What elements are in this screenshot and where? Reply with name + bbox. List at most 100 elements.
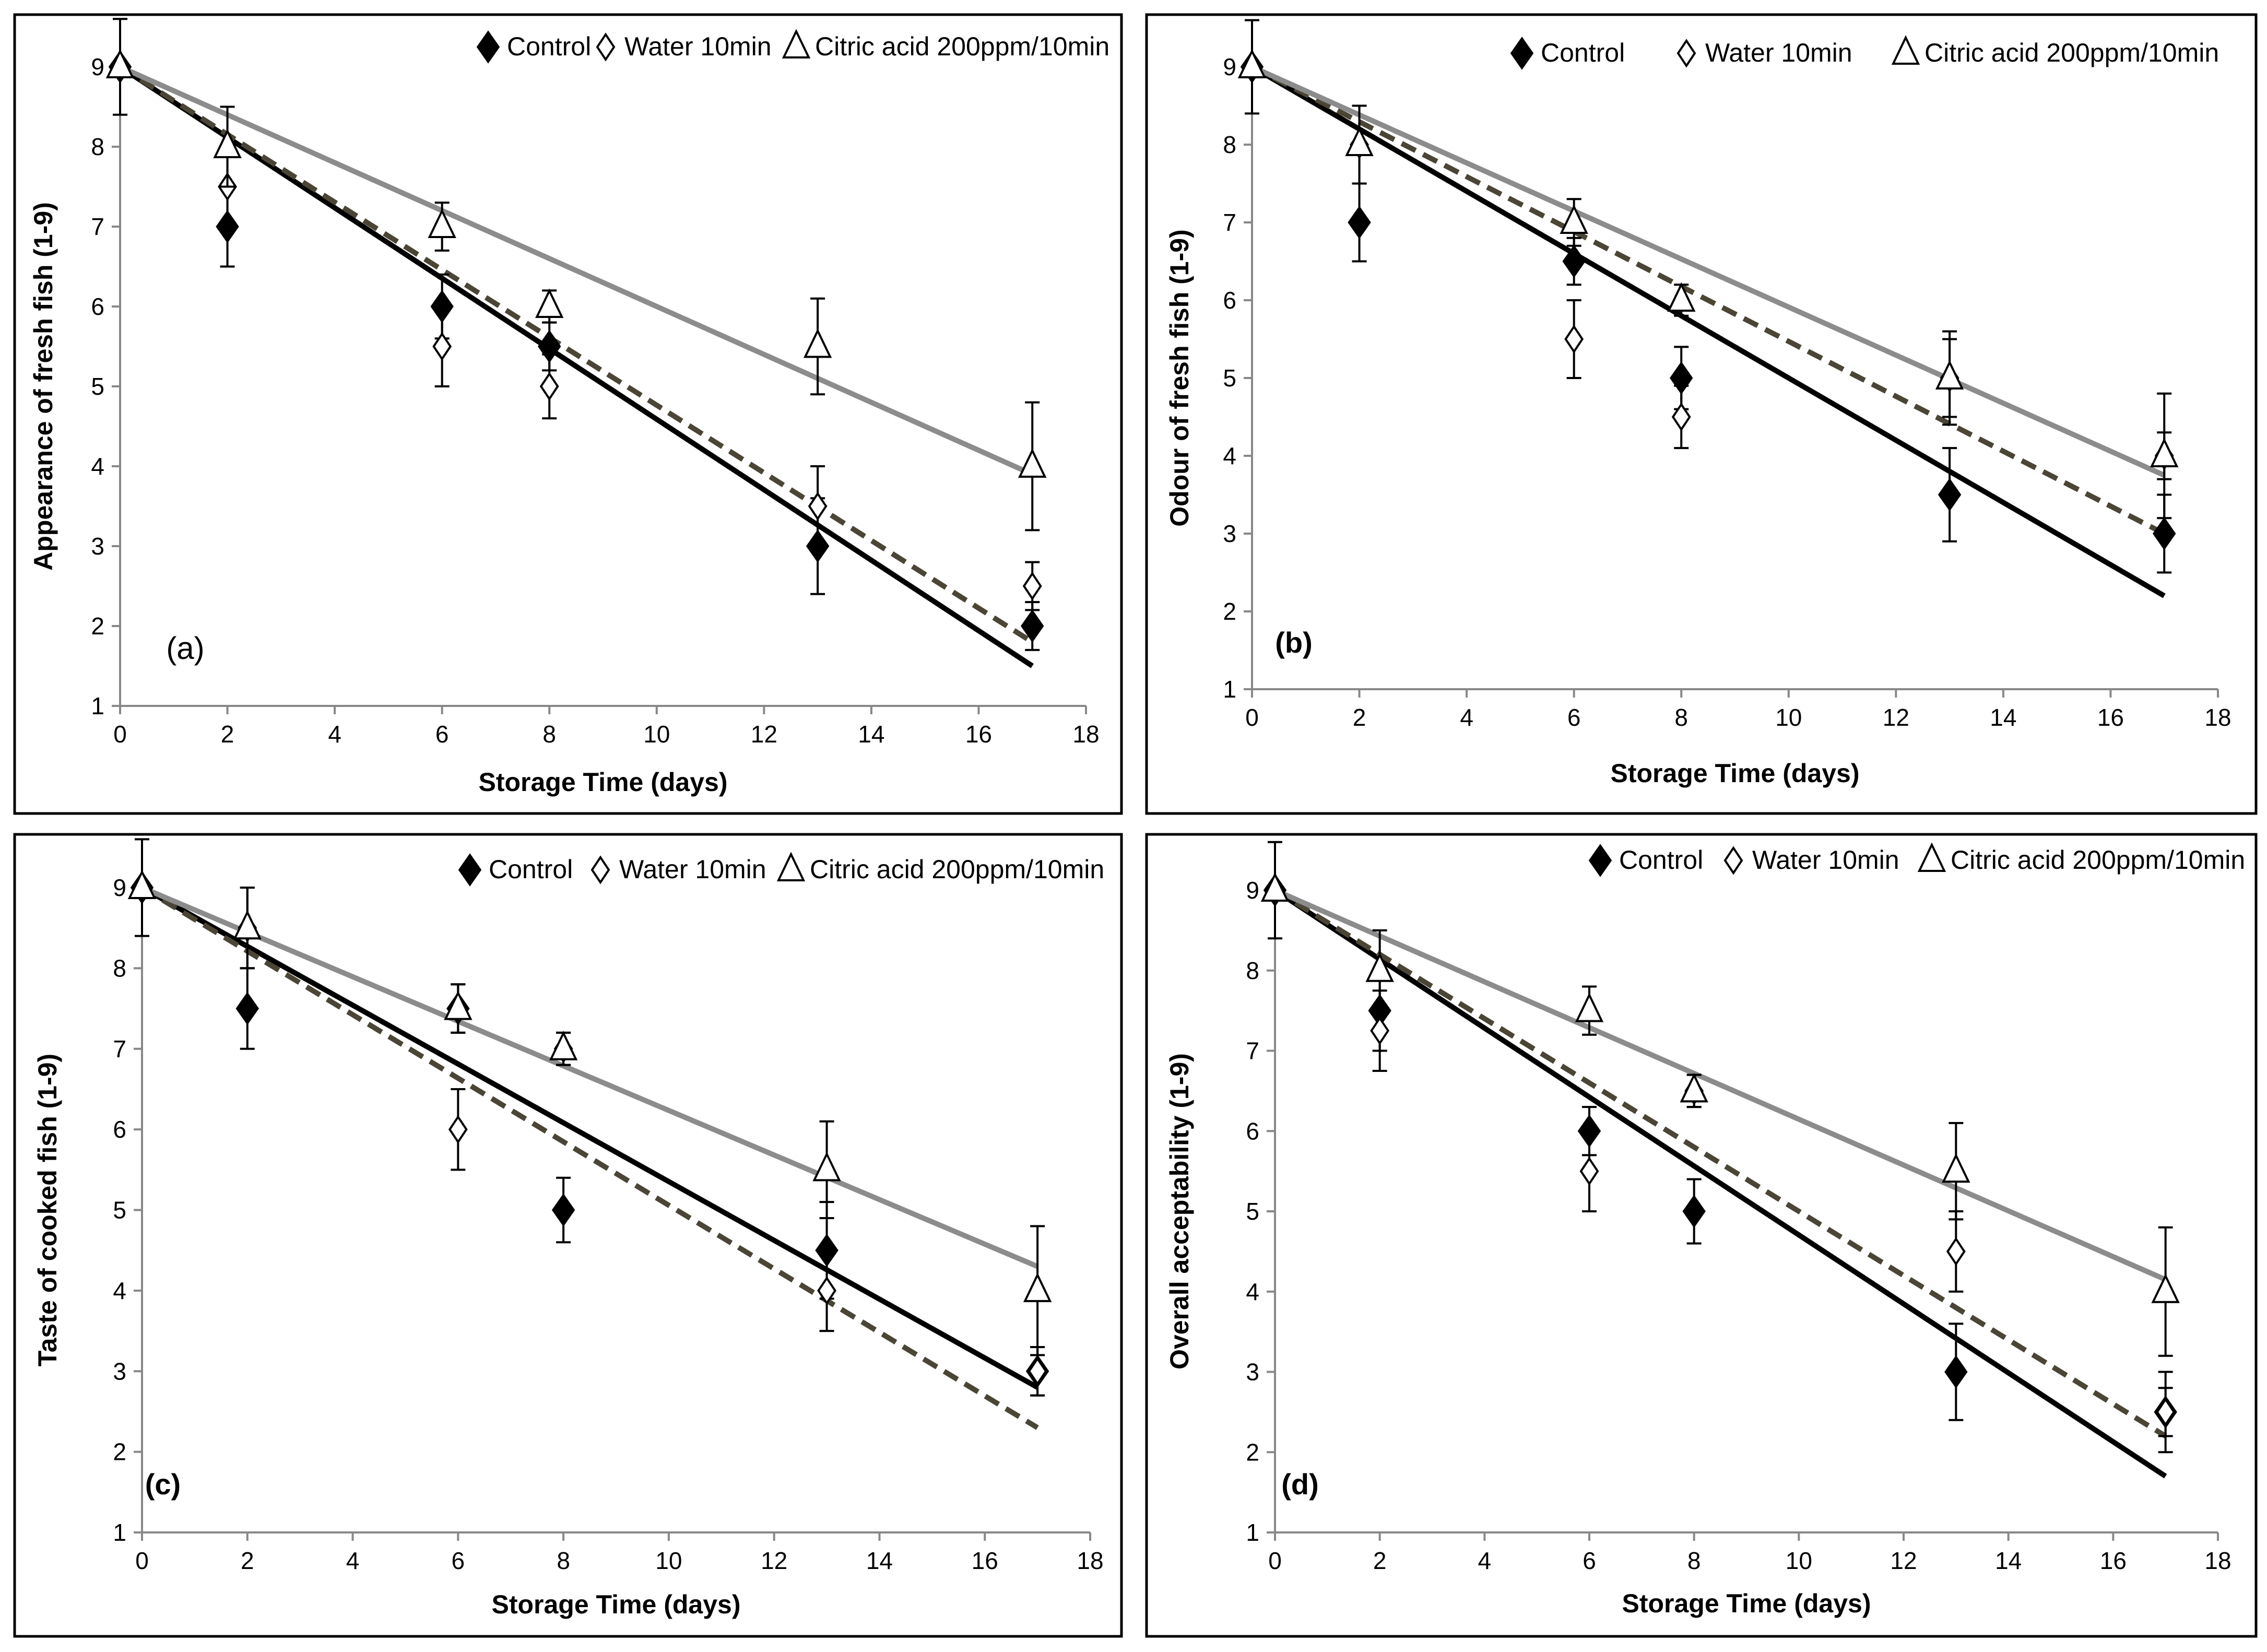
x-tick-label: 6	[1583, 1547, 1596, 1574]
legend-label-citric: Citric acid 200ppm/10min	[1924, 38, 2219, 67]
data-point-water	[1370, 1016, 1390, 1045]
y-tick-label: 5	[1246, 1198, 1259, 1225]
data-point-control	[1938, 478, 1962, 512]
y-tick-label: 9	[113, 874, 126, 901]
y-tick-label: 3	[113, 1358, 126, 1385]
x-tick-label: 10	[1775, 704, 1802, 731]
series-citric	[127, 869, 1052, 1356]
data-point-water	[1022, 571, 1042, 601]
x-tick-label: 18	[2204, 704, 2231, 731]
x-tick-label: 18	[1072, 721, 1099, 748]
data-point-water	[1028, 1356, 1047, 1386]
y-tick-label: 1	[113, 1519, 126, 1546]
y-axis-title: Odour of fresh fish (1-9)	[1165, 229, 1194, 526]
y-tick-label: 8	[1223, 131, 1236, 158]
legend-label-control: Control	[1541, 38, 1625, 67]
panel-label: (a)	[166, 631, 204, 666]
x-tick-label: 14	[866, 1547, 893, 1574]
panel-label: (d)	[1281, 1468, 1319, 1501]
legend-label-citric: Citric acid 200ppm/10min	[815, 32, 1109, 61]
series-water	[110, 18, 1042, 611]
panel-border	[13, 13, 1123, 815]
data-point-control	[551, 1193, 575, 1227]
legend-marker-control	[458, 853, 482, 887]
data-point-water	[432, 332, 452, 361]
data-point-citric	[1345, 126, 1374, 156]
data-point-citric	[1023, 1272, 1052, 1302]
data-point-citric	[1575, 993, 1604, 1022]
data-point-citric	[1680, 1072, 1708, 1103]
legend-label-water: Water 10min	[1705, 38, 1852, 67]
data-point-control	[1348, 206, 1371, 239]
trend-line-control	[119, 64, 1034, 668]
x-tick-label: 18	[1077, 1547, 1103, 1574]
y-tick-label: 9	[1223, 53, 1236, 80]
legend-marker-control	[476, 30, 500, 64]
panel-border	[13, 833, 1123, 1638]
data-point-citric	[233, 910, 262, 940]
x-tick-label: 6	[435, 721, 449, 748]
x-tick-label: 10	[643, 721, 670, 748]
x-tick-label: 0	[113, 721, 127, 748]
x-tick-label: 10	[1786, 1547, 1812, 1574]
series-citric	[1260, 872, 2180, 1357]
x-tick-label: 0	[135, 1547, 149, 1574]
x-tick-label: 16	[2100, 1547, 2127, 1574]
series-control	[1263, 874, 2177, 1454]
y-tick-label: 2	[91, 612, 104, 640]
x-axis-title: Storage Time (days)	[1622, 1589, 1871, 1618]
trend-line-control	[1250, 64, 2166, 598]
x-tick-label: 4	[328, 721, 341, 748]
y-tick-label: 7	[113, 1035, 126, 1063]
data-point-citric	[105, 49, 135, 78]
y-tick-label: 4	[1246, 1278, 1259, 1305]
trend-line-water	[119, 64, 1034, 644]
legend-label-control: Control	[1619, 845, 1703, 875]
data-point-water	[817, 1276, 836, 1305]
x-tick-label: 2	[1373, 1547, 1387, 1574]
x-tick-label: 6	[452, 1547, 465, 1574]
x-tick-label: 16	[965, 721, 992, 748]
data-point-citric	[812, 1151, 841, 1182]
y-tick-label: 7	[91, 213, 104, 240]
y-tick-label: 3	[1246, 1359, 1259, 1386]
y-axis-title: Appearance of fresh fish (1-9)	[29, 202, 58, 571]
x-tick-label: 12	[1883, 704, 1909, 731]
data-point-citric	[1365, 952, 1394, 982]
y-tick-label: 9	[91, 53, 104, 80]
trend-line-citric	[141, 885, 1039, 1269]
x-tick-label: 14	[1995, 1547, 2022, 1574]
data-point-water	[448, 1115, 468, 1144]
y-tick-label: 5	[1223, 364, 1236, 392]
x-tick-label: 2	[1353, 704, 1366, 731]
data-point-citric	[1237, 49, 1267, 78]
data-point-control	[235, 992, 259, 1025]
legend-label-control: Control	[489, 855, 573, 884]
legend: Control Water 10min Citric acid 200ppm/10m…	[1510, 35, 2219, 70]
data-point-citric	[2150, 438, 2179, 467]
data-point-citric	[535, 288, 564, 318]
y-tick-label: 1	[1223, 676, 1236, 703]
legend-label-water: Water 10min	[624, 32, 772, 61]
legend: Control Water 10min Citric acid 200ppm/10m…	[458, 852, 1104, 887]
data-point-control	[1944, 1355, 1968, 1389]
y-tick-label: 8	[1246, 957, 1259, 984]
legend: Control Water 10min Citric acid 200ppm/10m…	[1588, 842, 2245, 877]
data-point-water	[1671, 402, 1691, 432]
data-point-citric	[549, 1031, 578, 1060]
data-point-citric	[1935, 360, 1964, 390]
x-tick-label: 4	[1460, 704, 1473, 731]
x-tick-label: 12	[751, 721, 777, 748]
series-citric	[1237, 49, 2179, 520]
x-tick-label: 18	[2204, 1547, 2231, 1574]
data-point-citric	[2151, 1273, 2180, 1303]
y-tick-label: 2	[1246, 1438, 1259, 1466]
x-tick-label: 14	[1990, 704, 2016, 731]
y-tick-label: 3	[91, 533, 104, 560]
x-tick-label: 0	[1245, 704, 1259, 731]
legend-label-control: Control	[507, 32, 591, 61]
data-point-control	[1021, 609, 1044, 643]
trend-line-water	[140, 885, 1039, 1430]
